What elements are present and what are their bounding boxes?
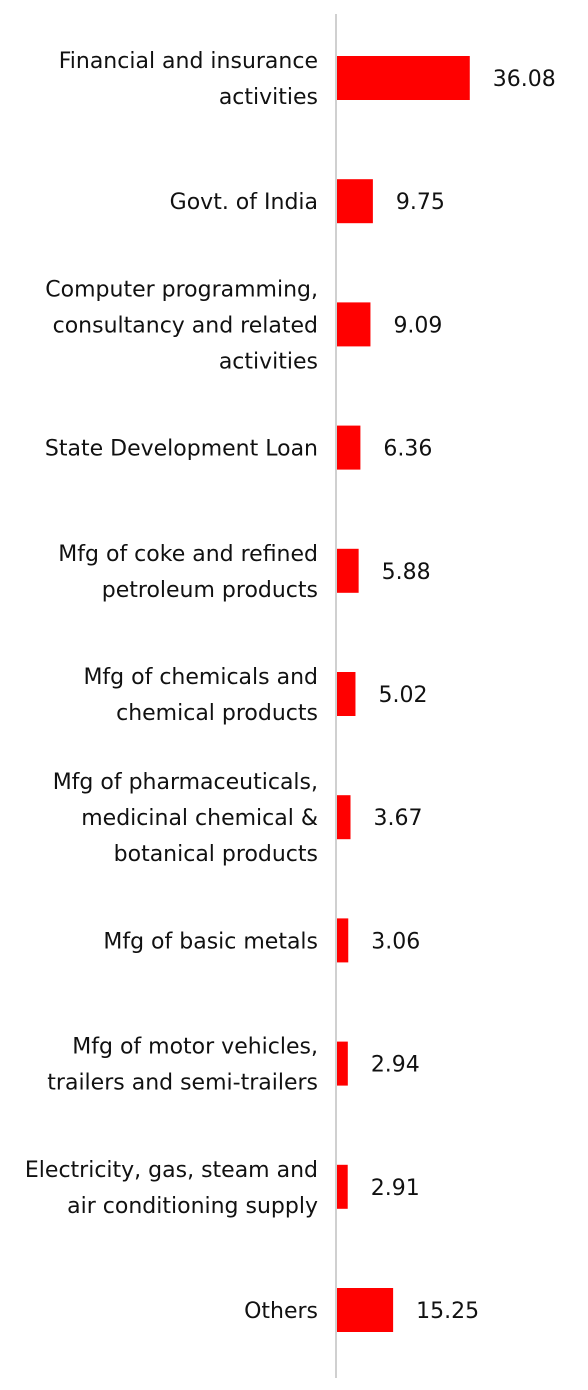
category-label-line: Financial and insurance	[59, 49, 318, 74]
bars: 36.08 Financial and insurance activities 9.…	[25, 49, 556, 1332]
category-label-line: Mfg of basic metals	[103, 929, 318, 954]
value-label: 9.75	[396, 190, 445, 215]
category-label-line: Others	[244, 1299, 318, 1324]
value-label: 36.08	[493, 67, 556, 92]
bar	[337, 548, 359, 593]
value-label: 5.88	[382, 560, 431, 585]
bar	[337, 918, 349, 963]
category-label-line: Computer programming,	[45, 277, 318, 302]
value-label: 2.91	[371, 1176, 420, 1201]
bar	[337, 56, 470, 100]
bar	[337, 1288, 394, 1332]
value-label: 2.94	[371, 1053, 420, 1078]
category-label-line: Govt. of India	[170, 190, 318, 215]
category-label-line: consultancy and related	[53, 313, 318, 338]
category-label-line: activities	[219, 85, 318, 110]
category-label-line: Mfg of motor vehicles,	[72, 1035, 318, 1060]
category-label-line: air conditioning supply	[67, 1194, 318, 1219]
category-label-line: Electricity, gas, steam and	[25, 1158, 318, 1183]
bar	[337, 795, 351, 840]
category-label-line: botanical products	[114, 842, 318, 867]
value-label: 3.67	[374, 806, 423, 831]
value-label: 9.09	[393, 313, 442, 338]
bar	[337, 672, 356, 716]
category-label: Govt. of India	[170, 190, 318, 215]
category-label: Mfg of motor vehicles, trailers and semi-…	[47, 1035, 318, 1096]
category-label: Mfg of basic metals	[103, 929, 318, 954]
category-label-line: medicinal chemical &	[81, 806, 318, 831]
bar	[337, 1164, 348, 1209]
value-label: 5.02	[378, 683, 427, 708]
category-label-line: trailers and semi-trailers	[47, 1071, 318, 1096]
bar	[337, 302, 371, 347]
bar	[337, 425, 361, 470]
category-label: Mfg of chemicals and chemical products	[83, 665, 318, 726]
category-label-line: activities	[219, 349, 318, 374]
category-label: Computer programming, consultancy and rel…	[45, 277, 318, 374]
category-label: Mfg of coke and refined petroleum product…	[58, 542, 318, 603]
category-label-line: Mfg of coke and refined	[58, 542, 318, 567]
category-label-line: Mfg of pharmaceuticals,	[53, 770, 318, 795]
category-label-line: State Development Loan	[45, 437, 318, 462]
category-label: Others	[244, 1299, 318, 1324]
bar	[337, 179, 373, 224]
category-label: Mfg of pharmaceuticals, medicinal chemica…	[53, 770, 318, 867]
value-label: 6.36	[383, 437, 432, 462]
value-label: 15.25	[416, 1299, 479, 1324]
category-label-line: petroleum products	[102, 578, 318, 603]
category-label: State Development Loan	[45, 437, 318, 462]
category-label-line: chemical products	[116, 701, 318, 726]
category-label: Electricity, gas, steam and air condition…	[25, 1158, 318, 1219]
bar	[337, 1041, 348, 1086]
category-label-line: Mfg of chemicals and	[83, 665, 318, 690]
value-label: 3.06	[371, 929, 420, 954]
category-label: Financial and insurance activities	[59, 49, 318, 110]
